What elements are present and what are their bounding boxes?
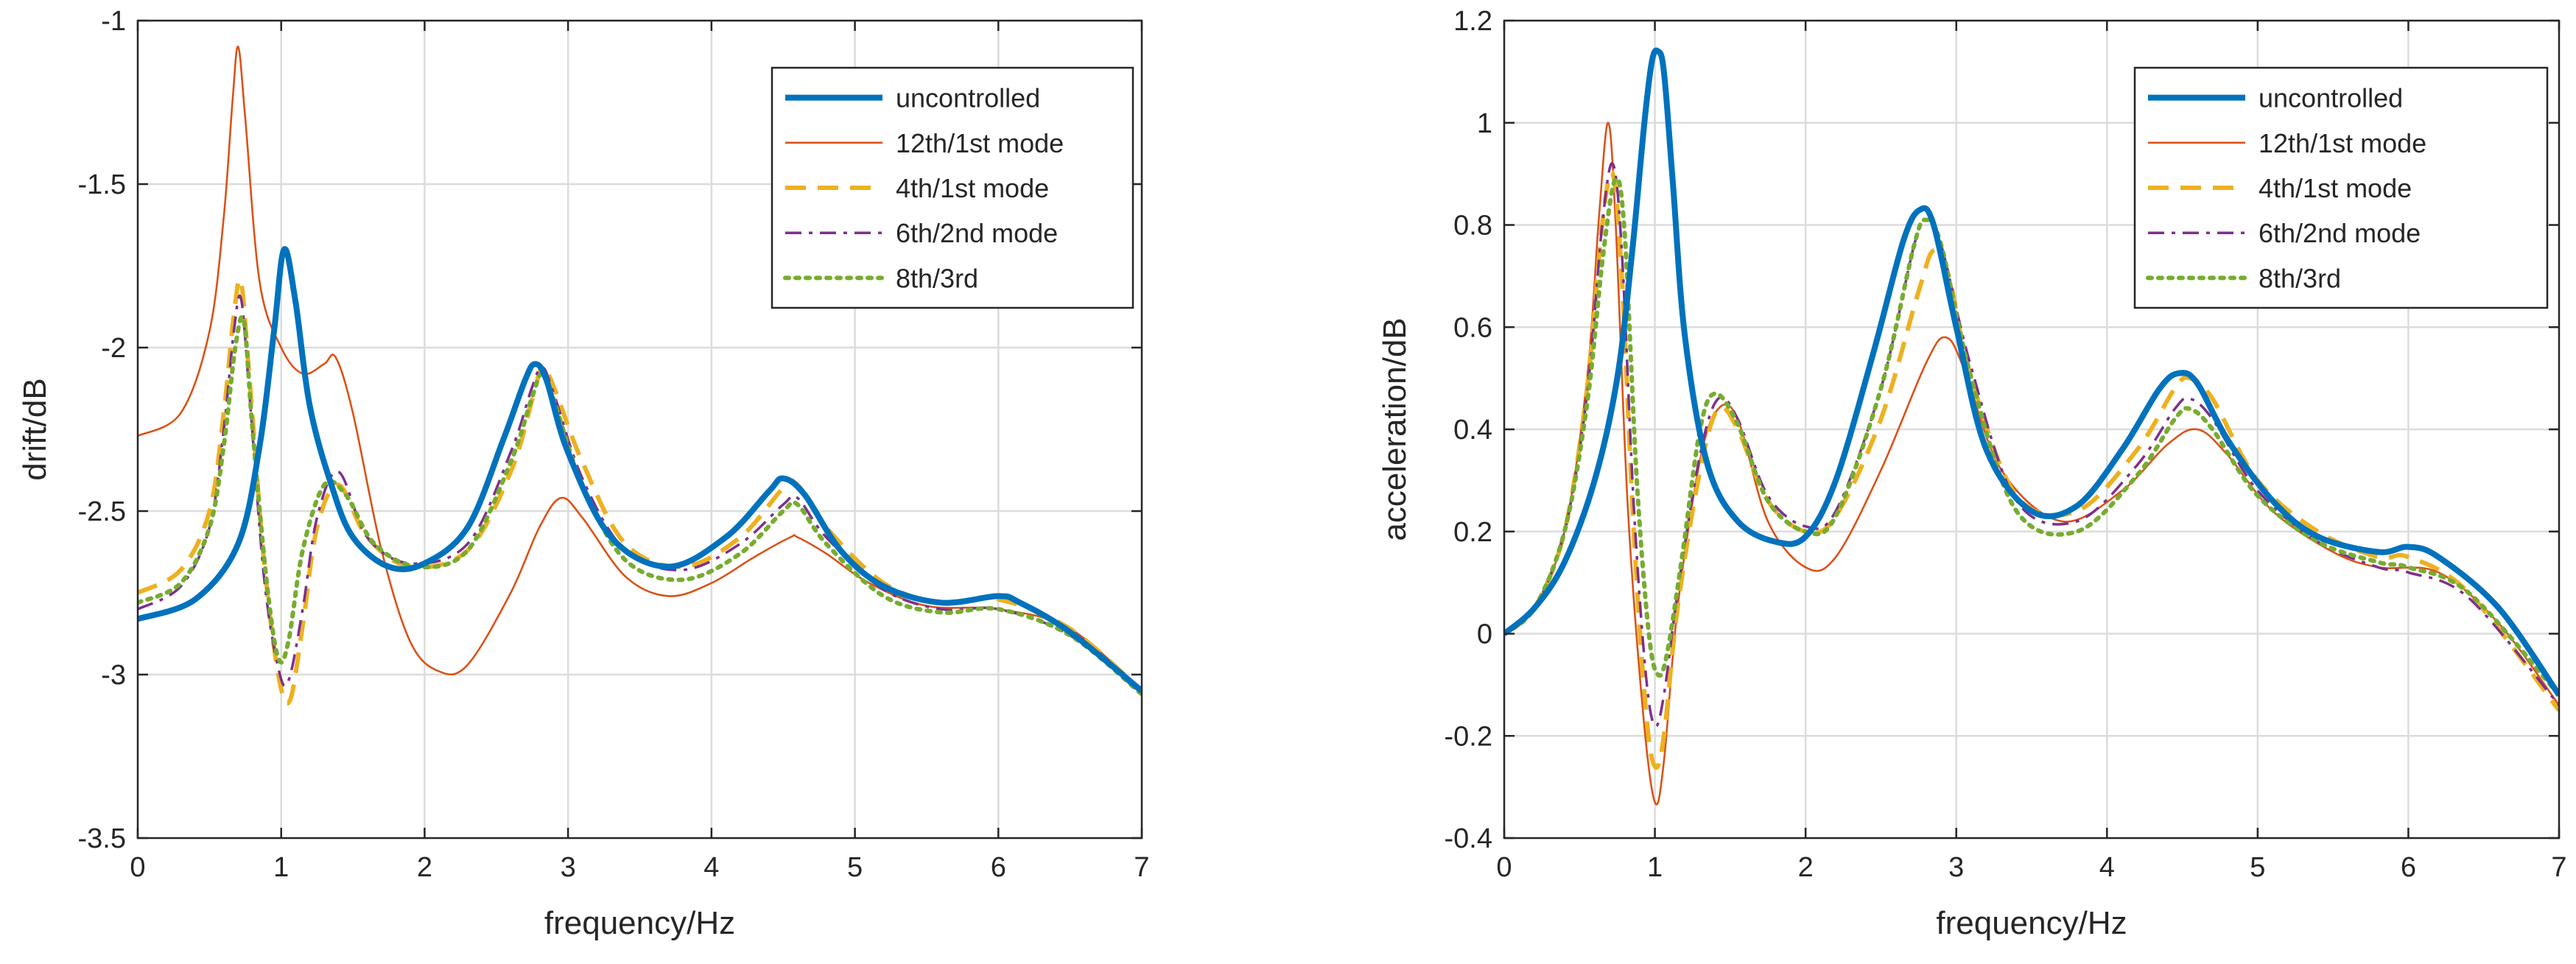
x-tick-label: 6 bbox=[2401, 852, 2416, 883]
legend: uncontrolled 12th/1st mode 4th/1st mode 6th… bbox=[771, 66, 1134, 309]
x-tick-label: 0 bbox=[130, 852, 145, 883]
x-tick-label: 0 bbox=[1496, 852, 1512, 883]
x-axis-label: frequency/Hz bbox=[1936, 905, 2127, 941]
legend-label: 8th/3rd bbox=[2259, 263, 2341, 293]
y-tick-label: -1 bbox=[101, 6, 126, 37]
x-tick-label: 3 bbox=[561, 852, 576, 883]
y-tick-label: 0.2 bbox=[1453, 517, 1492, 548]
series-line-8th-3rd bbox=[138, 314, 1142, 697]
series-line-8th-3rd bbox=[1504, 176, 2559, 697]
y-tick-label: -2 bbox=[101, 333, 126, 364]
legend-label: 6th/2nd mode bbox=[896, 218, 1058, 248]
legend-label: 8th/3rd bbox=[896, 263, 978, 293]
x-tick-label: 1 bbox=[1647, 852, 1663, 883]
y-tick-label: -0.4 bbox=[1445, 823, 1492, 854]
legend-label: 4th/1st mode bbox=[896, 173, 1049, 203]
ticks: 0 1 2 3 4 5 6 7 -0.4 -0.2 0 0.2 0.4 0.6 0.8 1 1.2 bbox=[1445, 6, 2567, 883]
legend-label: 12th/1st mode bbox=[2259, 128, 2426, 158]
chart-panel-2: 0 1 2 3 4 5 6 7 -0.4 -0.2 0 0.2 0.4 0.6 0.8 1 1.2 frequen… bbox=[1377, 6, 2567, 941]
series-group bbox=[1504, 47, 2559, 806]
y-tick-label: 1.2 bbox=[1453, 6, 1492, 37]
y-tick-label: 1 bbox=[1477, 108, 1492, 139]
legend-label: 12th/1st mode bbox=[896, 128, 1064, 158]
y-tick-label: 0.6 bbox=[1453, 312, 1492, 343]
series-group bbox=[138, 46, 1142, 706]
x-tick-label: 3 bbox=[1948, 852, 1964, 883]
x-tick-label: 4 bbox=[703, 852, 719, 883]
legend-label: 4th/1st mode bbox=[2259, 173, 2412, 203]
x-tick-label: 7 bbox=[2551, 852, 2566, 883]
y-tick-label: -2.5 bbox=[78, 496, 126, 527]
series-line-uncontrolled bbox=[1504, 47, 2559, 697]
legend-label: 6th/2nd mode bbox=[2259, 218, 2421, 248]
x-tick-label: 4 bbox=[2099, 852, 2115, 883]
x-tick-label: 5 bbox=[2250, 852, 2265, 883]
y-tick-label: 0.4 bbox=[1453, 415, 1492, 446]
legend-label: uncontrolled bbox=[896, 83, 1040, 113]
y-tick-label: -3.5 bbox=[78, 823, 126, 854]
x-tick-label: 1 bbox=[273, 852, 289, 883]
x-tick-label: 2 bbox=[417, 852, 432, 883]
legend-box bbox=[2133, 66, 2549, 309]
axes-frame bbox=[136, 19, 1143, 840]
x-tick-label: 6 bbox=[991, 852, 1006, 883]
y-tick-label: 0.8 bbox=[1453, 211, 1492, 242]
y-tick-label: -1.5 bbox=[78, 169, 126, 200]
x-axis-label: frequency/Hz bbox=[544, 905, 735, 941]
y-axis-label: acceleration/dB bbox=[1377, 317, 1413, 541]
x-tick-label: 2 bbox=[1798, 852, 1814, 883]
ticks: 0 1 2 3 4 5 6 7 -3.5 -3 -2.5 -2 -1.5 -1 bbox=[78, 6, 1150, 883]
x-tick-label: 5 bbox=[847, 852, 863, 883]
legend: uncontrolled 12th/1st mode 4th/1st mode 6th… bbox=[2133, 66, 2549, 309]
y-axis-label: drift/dB bbox=[17, 378, 53, 480]
y-tick-label: -0.2 bbox=[1445, 721, 1492, 752]
y-tick-label: 0 bbox=[1477, 619, 1492, 650]
series-line-uncontrolled bbox=[138, 246, 1142, 694]
series-line-6th-2nd-mode bbox=[138, 294, 1142, 695]
legend-label: uncontrolled bbox=[2259, 83, 2403, 113]
y-tick-label: -3 bbox=[101, 660, 126, 691]
chart-panel-1: 0 1 2 3 4 5 6 7 -3.5 -3 -2.5 -2 -1.5 -1 frequency/Hz dr… bbox=[17, 6, 1150, 941]
x-tick-label: 7 bbox=[1134, 852, 1149, 883]
series-line-12th-1st-mode bbox=[138, 46, 1142, 692]
